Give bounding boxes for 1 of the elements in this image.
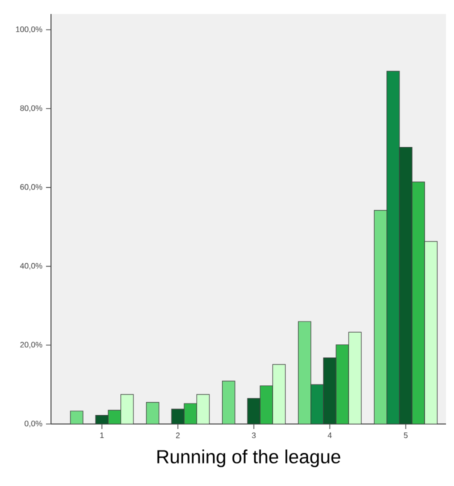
x-axis-title: Running of the league [157,450,340,468]
